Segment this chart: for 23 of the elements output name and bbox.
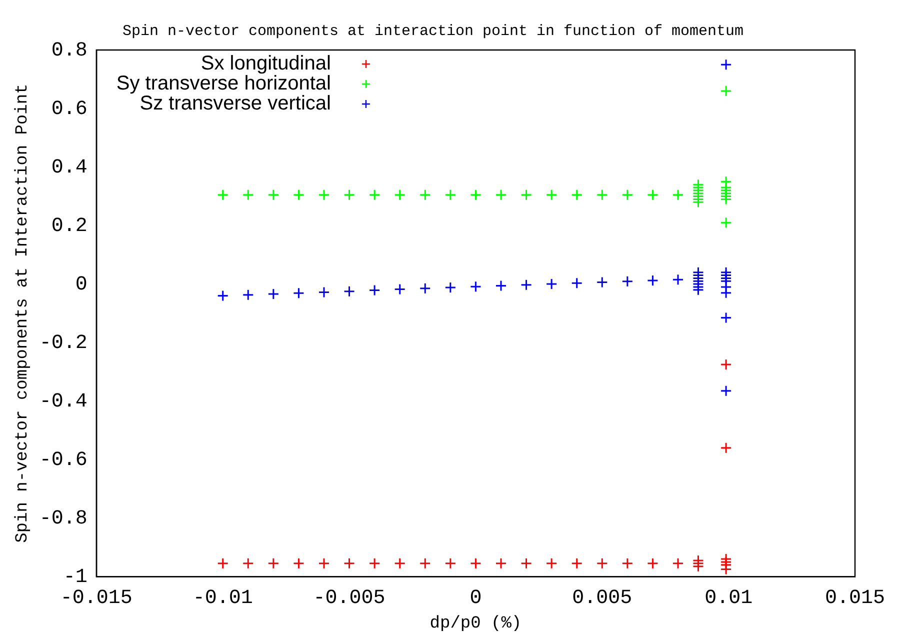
x-tick-label: -0.005 xyxy=(313,586,386,610)
legend-label: Sz transverse vertical xyxy=(140,92,331,115)
x-tick-label: 0.005 xyxy=(572,586,632,610)
x-tick-label: 0 xyxy=(470,586,482,610)
y-tick-label: -0.6 xyxy=(39,448,88,472)
x-tick-label: -0.01 xyxy=(192,586,253,610)
x-tick-label: 0.01 xyxy=(704,586,753,610)
y-tick-label: 0.2 xyxy=(51,214,88,238)
x-tick-label: 0.015 xyxy=(824,586,886,610)
legend-label: Sx longitudinal xyxy=(200,52,331,75)
y-tick-label: 0 xyxy=(75,273,88,296)
y-tick-label: 0.4 xyxy=(51,156,88,180)
x-axis-title: dp/p0 (%) xyxy=(430,614,522,634)
y-tick-label: -0.4 xyxy=(39,390,88,414)
y-tick-label: -0.2 xyxy=(39,332,88,355)
x-tick-label: -0.015 xyxy=(60,586,132,610)
y-tick-label: 0.8 xyxy=(51,39,88,62)
y-tick-label: -1 xyxy=(63,566,88,589)
y-tick-label: 0.6 xyxy=(51,98,88,121)
legend-label: Sy transverse horizontal xyxy=(116,72,331,95)
y-axis-title: Spin n-vector components at Interaction Point xyxy=(14,84,33,543)
chart-title: Spin n-vector components at interaction point in function of momentum xyxy=(122,22,744,40)
y-tick-label: -0.8 xyxy=(39,507,88,530)
